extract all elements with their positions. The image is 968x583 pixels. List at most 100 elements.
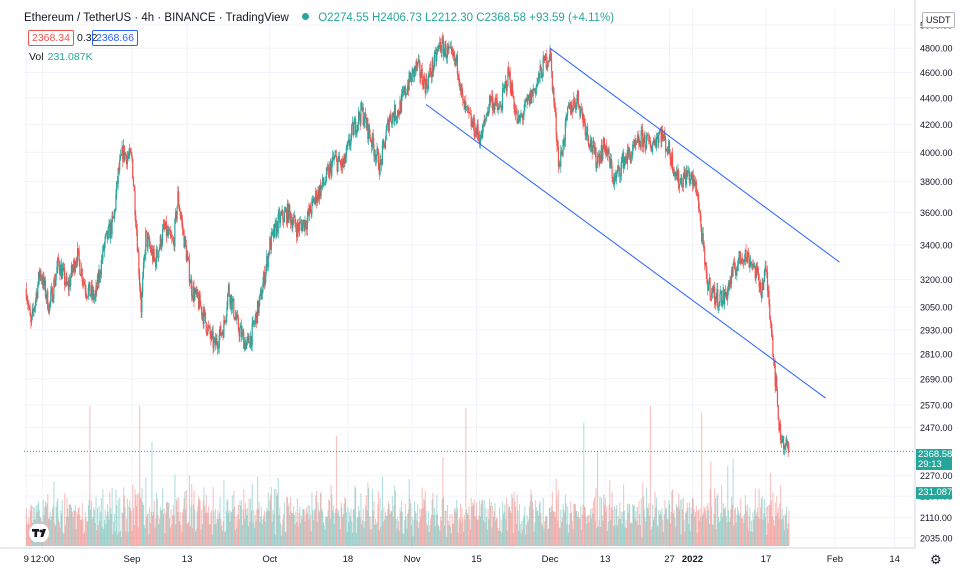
candle-body: [465, 101, 467, 107]
volume-bar: [420, 517, 422, 546]
volume-bar: [537, 510, 539, 546]
candle-body: [62, 267, 64, 270]
buy-price-button[interactable]: 2368.66: [92, 30, 138, 46]
volume-bar: [607, 521, 609, 546]
candle-body: [336, 157, 338, 172]
candle-body: [575, 106, 577, 109]
tradingview-logo-icon[interactable]: [28, 524, 50, 542]
volume-bar: [588, 522, 590, 546]
volume-bar: [436, 514, 439, 546]
candle-body: [744, 250, 746, 260]
candle-body: [127, 156, 129, 158]
volume-bar: [358, 506, 360, 546]
candle-body: [678, 170, 680, 189]
candle-body: [346, 146, 348, 148]
volume-bar: [167, 503, 169, 546]
settings-gear-icon[interactable]: ⚙: [930, 552, 942, 567]
candle-body: [210, 334, 212, 340]
candle-body: [262, 283, 264, 294]
candle-body: [203, 308, 205, 324]
volume-bar: [365, 505, 367, 546]
candle-body: [645, 147, 647, 149]
candle-body: [251, 323, 253, 346]
candle-body: [252, 320, 254, 324]
candle-body: [693, 174, 695, 186]
candle-body: [778, 419, 780, 431]
volume-bar: [85, 517, 87, 546]
volume-bar: [81, 502, 83, 546]
volume-bar: [185, 509, 187, 546]
candle-body: [160, 235, 162, 248]
volume-bar: [112, 534, 114, 546]
candle-body: [126, 156, 128, 165]
candle-body: [703, 240, 705, 252]
volume-bar: [261, 524, 263, 546]
currency-button[interactable]: USDT: [922, 12, 955, 28]
candle-body: [696, 194, 698, 196]
volume-bar: [657, 526, 659, 546]
candle-body: [221, 332, 223, 333]
volume-bar: [737, 510, 740, 546]
volume-bar: [766, 534, 768, 546]
volume-bar: [697, 509, 699, 546]
candle-body: [586, 126, 588, 134]
volume-bar: [440, 516, 442, 546]
volume-bar: [438, 526, 440, 546]
volume-bar: [777, 507, 779, 546]
candle-body: [580, 108, 583, 110]
price-tick-label: 4800.00: [920, 44, 953, 54]
volume-bar: [235, 516, 237, 546]
volume-bar: [505, 519, 507, 546]
candle-body: [358, 111, 360, 125]
volume-bar: [464, 519, 466, 546]
volume-bar: [600, 526, 602, 546]
volume-bar: [233, 490, 235, 546]
candle-body: [747, 251, 749, 263]
candle-body: [387, 119, 389, 125]
candle-body: [595, 147, 597, 169]
candle-body: [371, 141, 373, 147]
volume-bar: [558, 527, 560, 546]
volume-bar: [613, 526, 615, 546]
candle-body: [592, 140, 594, 153]
candle-body: [123, 145, 125, 160]
candle-body: [270, 232, 272, 250]
volume-bar: [519, 523, 521, 546]
volume-bar: [136, 506, 138, 546]
candle-body: [611, 165, 613, 179]
candle-body: [90, 294, 92, 297]
volume-bar: [731, 497, 733, 546]
volume-bar: [191, 527, 194, 546]
candle-body: [724, 291, 726, 296]
candle-body: [246, 337, 249, 341]
volume-bar: [168, 518, 171, 546]
volume-bar: [394, 485, 396, 546]
volume-bar: [143, 524, 145, 546]
candle-body: [740, 256, 742, 264]
volume-bar: [432, 492, 434, 546]
sell-price-button[interactable]: 2368.34: [28, 30, 74, 46]
candle-body: [678, 184, 681, 189]
volume-bar: [731, 504, 733, 546]
candle-body: [37, 271, 40, 285]
volume-bar: [646, 487, 648, 546]
volume-bar: [383, 507, 385, 546]
symbol-title[interactable]: Ethereum / TetherUS · 4h · BINANCE · Tra…: [24, 12, 289, 24]
volume-bar: [500, 519, 502, 546]
candle-body: [687, 171, 689, 176]
candle-body: [414, 66, 416, 71]
candle-body: [426, 86, 429, 90]
volume-bar: [759, 518, 761, 546]
candle-body: [25, 288, 27, 299]
volume-bar: [602, 520, 604, 546]
candle-body: [610, 158, 612, 166]
candle-body: [249, 343, 251, 348]
candle-body: [667, 151, 669, 154]
candle-body: [642, 137, 645, 147]
candle-body: [423, 76, 425, 89]
candle-body: [49, 301, 51, 305]
candle-body: [66, 276, 68, 285]
candle-body: [378, 169, 380, 175]
